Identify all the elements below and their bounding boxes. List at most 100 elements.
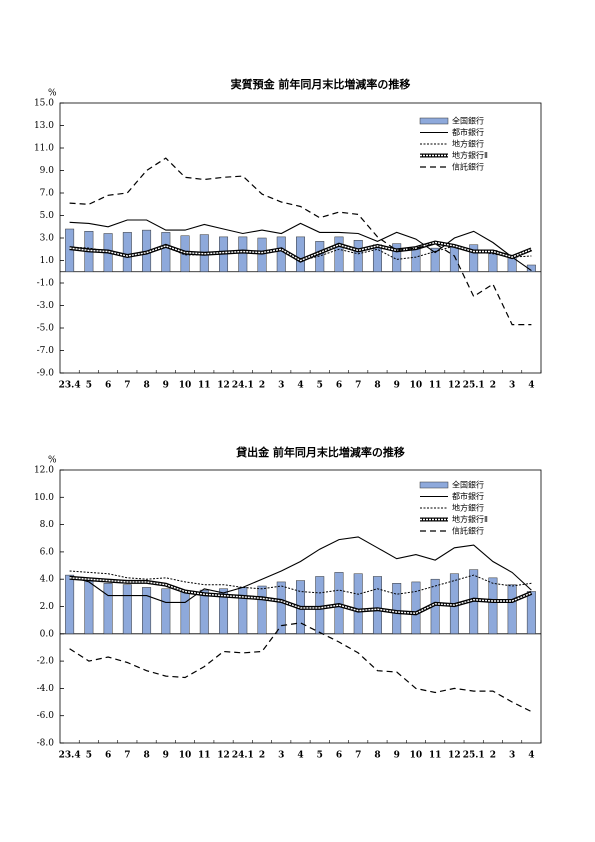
series-line: [69, 157, 532, 326]
y-unit: %: [48, 456, 57, 466]
y-tick-label: -2.0: [37, 657, 55, 667]
bar: [526, 264, 536, 272]
x-tick-label: 4: [528, 381, 534, 391]
x-tick-label: 9: [394, 381, 400, 391]
bar: [161, 588, 171, 635]
legend-label: 地方銀行Ⅱ: [452, 150, 488, 160]
x-tick-label: 12: [448, 381, 461, 391]
x-tick-label: 3: [278, 751, 284, 761]
y-tick-label: 11.0: [34, 144, 54, 154]
legend-label: 都市銀行: [452, 491, 484, 501]
bar: [161, 232, 171, 272]
series-line: [69, 577, 532, 615]
y-tick-label: 3.0: [40, 234, 55, 244]
bar: [392, 243, 402, 272]
bar: [411, 247, 421, 272]
y-tick-label: 9.0: [40, 166, 55, 176]
y-tick-label: -7.0: [37, 346, 55, 356]
x-tick-label: 23.4: [59, 751, 81, 761]
bar: [142, 587, 152, 635]
x-tick-label: 5: [86, 751, 92, 761]
series-line: [69, 622, 532, 713]
x-tick-label: 6: [336, 751, 342, 761]
y-tick-label: 4.0: [40, 575, 55, 585]
bar: [65, 574, 75, 635]
x-tick-label: 11: [198, 751, 211, 761]
y-tick-label: 12.0: [34, 466, 54, 476]
x-tick-label: 7: [355, 751, 361, 761]
y-tick-label: -5.0: [37, 324, 55, 334]
x-tick-label: 8: [374, 381, 380, 391]
y-tick-label: 8.0: [40, 520, 55, 530]
legend-swatch: [419, 117, 449, 125]
bar: [180, 591, 190, 635]
x-tick-label: 4: [297, 751, 303, 761]
bar: [257, 585, 267, 635]
x-tick-label: 3: [509, 751, 515, 761]
x-tick-label: 24.1: [232, 751, 254, 761]
bar: [353, 240, 363, 272]
bar: [122, 232, 132, 272]
bar: [392, 583, 402, 635]
series-line: [69, 219, 532, 272]
x-tick-label: 7: [124, 751, 130, 761]
bar: [257, 237, 267, 272]
x-tick-label: 5: [86, 381, 92, 391]
x-tick-label: 6: [336, 381, 342, 391]
bar: [219, 588, 229, 635]
x-tick-label: 10: [179, 381, 192, 391]
x-tick-label: 23.4: [59, 381, 81, 391]
y-tick-label: 5.0: [40, 211, 55, 221]
x-tick-label: 7: [124, 381, 130, 391]
bar: [372, 576, 382, 635]
legend-label: 全国銀行: [452, 116, 484, 126]
y-tick-label: -6.0: [37, 711, 55, 721]
bar: [199, 589, 209, 635]
y-tick-label: 15.0: [34, 99, 54, 109]
bar: [526, 591, 536, 635]
y-tick-label: 0.0: [40, 629, 55, 639]
y-tick-label: 2.0: [40, 602, 55, 612]
x-tick-label: 11: [429, 381, 442, 391]
x-tick-label: 10: [410, 381, 423, 391]
y-tick-label: 6.0: [40, 547, 55, 557]
legend-label: 地方銀行Ⅱ: [452, 514, 488, 524]
x-tick-label: 12: [217, 751, 230, 761]
chart-title: 実質預金 前年同月末比増減率の推移: [231, 77, 411, 91]
x-tick-label: 8: [143, 751, 149, 761]
bar: [353, 573, 363, 635]
bar: [84, 578, 94, 635]
bar: [315, 576, 325, 635]
bar: [430, 247, 440, 272]
bar: [507, 584, 517, 635]
x-tick-label: 2: [490, 381, 496, 391]
y-unit: %: [48, 89, 57, 99]
legend-label: 信託銀行: [452, 162, 484, 172]
x-tick-label: 10: [410, 751, 423, 761]
legend-label: 地方銀行: [452, 139, 484, 149]
chart-title: 貸出金 前年同月末比増減率の推移: [235, 445, 405, 459]
x-tick-label: 3: [509, 381, 515, 391]
series-line: [69, 570, 532, 595]
x-tick-label: 10: [179, 751, 192, 761]
x-tick-label: 6: [105, 381, 111, 391]
y-tick-label: 1.0: [40, 256, 55, 266]
y-tick-label: -1.0: [37, 279, 55, 289]
x-tick-label: 2: [259, 381, 265, 391]
x-tick-label: 5: [317, 381, 323, 391]
bar: [315, 241, 325, 272]
legend-label: 地方銀行: [452, 503, 484, 513]
x-tick-label: 8: [374, 751, 380, 761]
legend-swatch: [419, 481, 449, 489]
legend-label: 信託銀行: [452, 526, 484, 536]
bar: [122, 584, 132, 635]
x-tick-label: 9: [394, 751, 400, 761]
y-tick-label: 10.0: [34, 493, 54, 503]
x-tick-label: 5: [317, 751, 323, 761]
legend-label: 全国銀行: [452, 480, 484, 490]
series-line: [69, 536, 532, 603]
bar: [372, 244, 382, 272]
x-tick-label: 2: [490, 751, 496, 761]
x-tick-label: 25.1: [463, 381, 485, 391]
